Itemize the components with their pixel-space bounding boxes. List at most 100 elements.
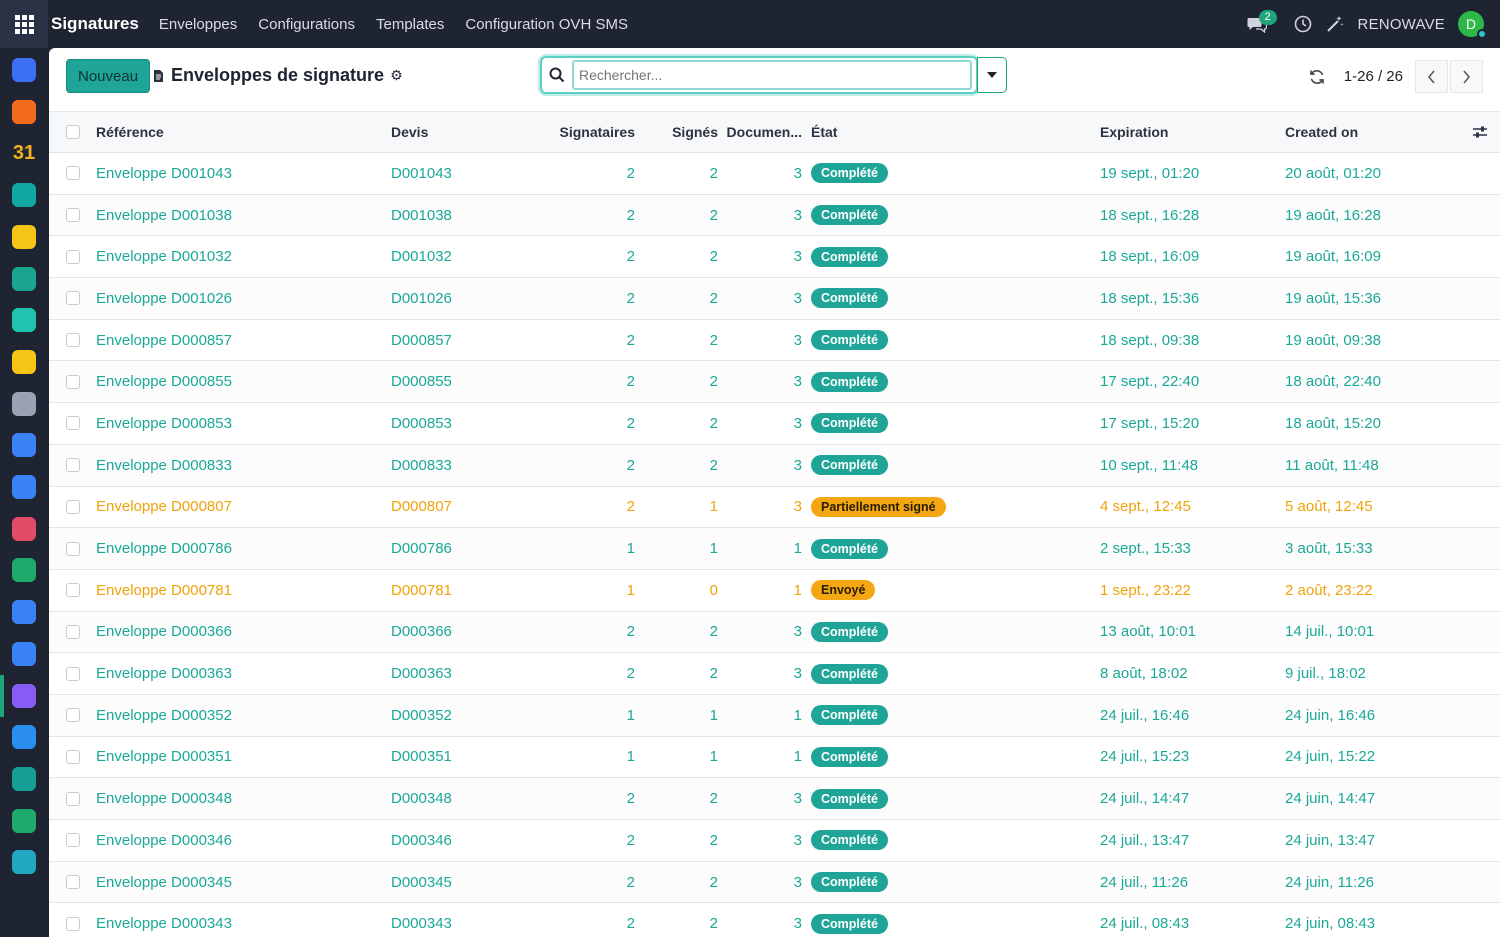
- table-row[interactable]: Enveloppe D000807 D000807 2 1 3 Partiellement…: [49, 487, 1500, 529]
- cell-reference[interactable]: Enveloppe D000833: [96, 456, 232, 474]
- cell-devis[interactable]: D000363: [391, 665, 452, 683]
- cell-reference[interactable]: Enveloppe D000363: [96, 665, 232, 683]
- cell-reference[interactable]: Enveloppe D000786: [96, 540, 232, 558]
- app-teal-users-icon[interactable]: [12, 766, 36, 791]
- cell-reference[interactable]: Enveloppe D001043: [96, 164, 232, 182]
- cell-devis[interactable]: D000853: [391, 414, 452, 432]
- app-title[interactable]: Signatures: [51, 14, 139, 33]
- cell-devis[interactable]: D001038: [391, 206, 452, 224]
- row-checkbox[interactable]: [66, 236, 80, 277]
- pen-icon[interactable]: [12, 183, 36, 208]
- row-checkbox[interactable]: [66, 695, 80, 736]
- cell-devis[interactable]: D000857: [391, 331, 452, 349]
- dashboard-icon[interactable]: [12, 516, 36, 541]
- table-row[interactable]: Enveloppe D000855 D000855 2 2 3 Complété 17 se…: [49, 361, 1500, 404]
- table-row[interactable]: Enveloppe D001043 D001043 2 2 3 Complété 19 se…: [49, 153, 1500, 195]
- table-row[interactable]: Enveloppe D000366 D000366 2 2 3 Complété 13 ao…: [49, 611, 1500, 654]
- menu-enveloppes[interactable]: Enveloppes: [158, 15, 238, 33]
- cell-devis[interactable]: D000833: [391, 456, 452, 474]
- row-checkbox[interactable]: [66, 778, 80, 819]
- cell-reference[interactable]: Enveloppe D000781: [96, 581, 232, 599]
- cell-devis[interactable]: D001026: [391, 289, 452, 307]
- messages-button[interactable]: 2: [1247, 10, 1277, 33]
- cell-devis[interactable]: D000781: [391, 581, 452, 599]
- calendar-icon[interactable]: [12, 475, 36, 499]
- row-checkbox[interactable]: [66, 570, 80, 611]
- cell-reference[interactable]: Enveloppe D000807: [96, 498, 232, 516]
- activity-button[interactable]: [1294, 15, 1312, 33]
- menu-templates[interactable]: Templates: [376, 15, 445, 33]
- contacts-icon[interactable]: [12, 266, 36, 291]
- row-checkbox[interactable]: [66, 320, 80, 361]
- menu-configurations[interactable]: Configurations: [258, 15, 355, 33]
- app-blue-s-icon[interactable]: [12, 725, 36, 750]
- table-row[interactable]: Enveloppe D001038 D001038 2 2 3 Complété 18 se…: [49, 194, 1500, 237]
- app-teal-diamond-icon[interactable]: [12, 308, 36, 333]
- table-row[interactable]: Enveloppe D000786 D000786 1 1 1 Complété 2 sep…: [49, 528, 1500, 570]
- app-check-icon[interactable]: [12, 850, 36, 875]
- app-green-icon[interactable]: [12, 558, 36, 583]
- header-documents[interactable]: Documen...: [726, 124, 802, 140]
- new-button[interactable]: Nouveau: [66, 59, 151, 93]
- row-checkbox[interactable]: [66, 862, 80, 903]
- cell-devis[interactable]: D000366: [391, 623, 452, 641]
- table-row[interactable]: Enveloppe D000351 D000351 1 1 1 Complété 24 ju…: [49, 737, 1500, 779]
- user-avatar[interactable]: D: [1458, 11, 1487, 39]
- table-row[interactable]: Enveloppe D000833 D000833 2 2 3 Complété 10 se…: [49, 444, 1500, 487]
- cell-devis[interactable]: D000352: [391, 706, 452, 724]
- row-checkbox[interactable]: [66, 487, 80, 528]
- row-checkbox[interactable]: [66, 653, 80, 694]
- signature-app-icon[interactable]: [12, 683, 36, 708]
- pager-next-button[interactable]: [1450, 60, 1483, 93]
- header-signes[interactable]: Signés: [672, 124, 718, 140]
- cell-reference[interactable]: Enveloppe D001026: [96, 289, 232, 307]
- row-checkbox[interactable]: [66, 403, 80, 444]
- table-row[interactable]: Enveloppe D001032 D001032 2 2 3 Complété 18 se…: [49, 236, 1500, 279]
- cell-devis[interactable]: D000807: [391, 498, 452, 516]
- cell-reference[interactable]: Enveloppe D000857: [96, 331, 232, 349]
- search-input[interactable]: [572, 60, 972, 90]
- row-checkbox[interactable]: [66, 195, 80, 236]
- calendar-31-icon[interactable]: 31: [12, 141, 36, 164]
- refresh-icon[interactable]: [1309, 69, 1325, 85]
- cell-devis[interactable]: D000343: [391, 915, 452, 933]
- cell-reference[interactable]: Enveloppe D000855: [96, 373, 232, 391]
- cell-devis[interactable]: D000351: [391, 748, 452, 766]
- cell-reference[interactable]: Enveloppe D001032: [96, 248, 232, 266]
- header-created-on[interactable]: Created on: [1285, 124, 1359, 140]
- row-checkbox[interactable]: [66, 153, 80, 194]
- cell-reference[interactable]: Enveloppe D000366: [96, 623, 232, 641]
- cell-devis[interactable]: D001043: [391, 164, 452, 182]
- debug-button[interactable]: [1326, 15, 1344, 33]
- row-checkbox[interactable]: [66, 820, 80, 861]
- table-row[interactable]: Enveloppe D000352 D000352 1 1 1 Complété 24 ju…: [49, 694, 1500, 737]
- cell-devis[interactable]: D000345: [391, 873, 452, 891]
- app-blue-icon[interactable]: [12, 58, 36, 82]
- row-checkbox[interactable]: [66, 612, 80, 653]
- header-signataires[interactable]: Signataires: [559, 124, 635, 140]
- cell-devis[interactable]: D000786: [391, 540, 452, 558]
- header-expiration[interactable]: Expiration: [1100, 124, 1169, 140]
- cell-reference[interactable]: Enveloppe D000853: [96, 414, 232, 432]
- pager-previous-button[interactable]: [1415, 60, 1448, 93]
- table-row[interactable]: Enveloppe D000853 D000853 2 2 3 Complété 17 se…: [49, 403, 1500, 445]
- cell-reference[interactable]: Enveloppe D000346: [96, 831, 232, 849]
- app-blue-icon[interactable]: [12, 641, 36, 666]
- header-reference[interactable]: Référence: [96, 124, 164, 140]
- menu-configuration-ovh-sms[interactable]: Configuration OVH SMS: [465, 15, 628, 33]
- table-row[interactable]: Enveloppe D000345 D000345 2 2 3 Complété 24 ju…: [49, 861, 1500, 904]
- row-checkbox[interactable]: [66, 445, 80, 486]
- cell-reference[interactable]: Enveloppe D001038: [96, 206, 232, 224]
- row-checkbox[interactable]: [66, 737, 80, 778]
- table-row[interactable]: Enveloppe D000857 D000857 2 2 3 Complété 18 se…: [49, 320, 1500, 362]
- table-row[interactable]: Enveloppe D000781 D000781 1 0 1 Envoyé 1 sept.…: [49, 570, 1500, 612]
- row-checkbox[interactable]: [66, 278, 80, 319]
- search-icon[interactable]: [542, 67, 572, 83]
- gear-icon[interactable]: ⚙: [390, 67, 403, 83]
- select-all-checkbox[interactable]: [66, 112, 80, 152]
- cell-reference[interactable]: Enveloppe D000345: [96, 873, 232, 891]
- optional-columns-button[interactable]: [1472, 112, 1488, 152]
- company-switcher[interactable]: RENOWAVE: [1357, 15, 1445, 33]
- table-row[interactable]: Enveloppe D000346 D000346 2 2 3 Complété 24 ju…: [49, 820, 1500, 862]
- cell-devis[interactable]: D000855: [391, 373, 452, 391]
